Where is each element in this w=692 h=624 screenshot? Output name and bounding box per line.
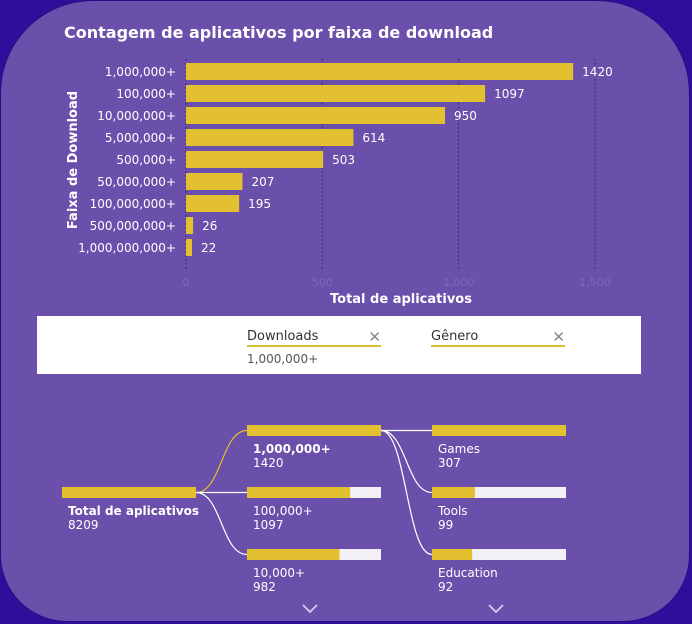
node-label: 100,000+ [253,504,313,518]
node-bar [432,549,473,560]
data-label: 503 [332,153,355,167]
node-bar [432,487,475,498]
data-label: 1420 [582,65,613,79]
x-tick-label: 0 [183,276,190,289]
y-tick-label: 5,000,000+ [105,131,176,145]
y-tick-label: 50,000,000+ [97,175,176,189]
bar[interactable] [186,85,486,102]
bar[interactable] [186,217,194,234]
tree-connector [195,429,248,494]
node-label: Games [438,442,480,456]
y-tick-label: 10,000,000+ [97,109,176,123]
data-label: 207 [251,175,274,189]
bar[interactable] [186,151,324,168]
node-bar-track [432,487,566,498]
tree-connector [380,429,433,556]
node-value: 1420 [253,456,284,470]
y-tick-label: 1,000,000+ [105,65,176,79]
tree-connector [380,429,433,494]
y-tick-label: 1,000,000,000+ [78,241,176,255]
x-axis-title: Total de aplicativos [330,292,472,307]
data-label: 1097 [494,87,525,101]
slicer-downloads-label: Downloads [247,329,319,344]
data-label: 195 [248,197,271,211]
node-value: 307 [438,456,461,470]
slicer-genero-label: Gênero [431,329,479,344]
tree-node-level1[interactable]: 100,000+1097 [247,487,381,532]
y-tick-label: 500,000+ [116,153,176,167]
data-label: 950 [454,109,477,123]
node-label: Tools [437,504,468,518]
bar[interactable] [186,63,574,80]
node-bar [247,549,340,560]
node-bar [247,425,381,436]
x-tick-label: 500 [312,276,333,289]
node-value: 8209 [68,518,99,532]
node-bar [432,425,566,436]
tree-connector [195,491,248,556]
bar-chart: 0 500 1,000 1,500 1,000,000+ 1420 100,000+ 1097… [66,59,613,307]
slicer-downloads-header: Downloads ✕ [247,329,381,347]
bar[interactable] [186,239,192,256]
node-value: 982 [253,580,276,594]
y-tick-label: 100,000,000+ [90,197,176,211]
filter-panel: Downloads ✕ 1,000,000+ Gênero ✕ [37,316,641,374]
node-value: 1097 [253,518,284,532]
x-tick-label: 1,500 [579,276,611,289]
slicer-genero[interactable]: Gênero ✕ [431,329,565,352]
x-tick-label: 1,000 [443,276,475,289]
chevron-down-icon[interactable] [488,603,504,618]
data-label: 22 [201,241,216,255]
y-tick-label: 100,000+ [116,87,176,101]
node-label: Education [438,566,498,580]
node-bar-track [432,549,566,560]
y-axis-title: Faixa de Download [66,91,81,229]
node-label: Total de aplicativos [68,504,199,518]
chevron-down-icon[interactable] [302,603,318,618]
slicer-genero-header: Gênero ✕ [431,329,565,347]
close-icon[interactable]: ✕ [552,327,565,346]
data-label: 614 [362,131,385,145]
bar[interactable] [186,173,243,190]
node-value: 92 [438,580,453,594]
node-bar [62,487,196,498]
chart-title: Contagem de aplicativos por faixa de dow… [64,23,494,42]
node-label: 1,000,000+ [253,442,331,456]
node-value: 99 [438,518,453,532]
close-icon[interactable]: ✕ [368,327,381,346]
tree-node-level1[interactable]: 1,000,000+1420 [247,425,381,470]
y-tick-label: 500,000,000+ [90,219,176,233]
bar[interactable] [186,107,446,124]
tree-node-level1[interactable]: 10,000+982 [247,549,381,594]
slicer-downloads[interactable]: Downloads ✕ 1,000,000+ [247,329,381,366]
node-label: 10,000+ [253,566,305,580]
bar[interactable] [186,195,240,212]
bar[interactable] [186,129,354,146]
slicer-downloads-value[interactable]: 1,000,000+ [247,352,319,366]
data-label: 26 [202,219,217,233]
node-bar [247,487,351,498]
